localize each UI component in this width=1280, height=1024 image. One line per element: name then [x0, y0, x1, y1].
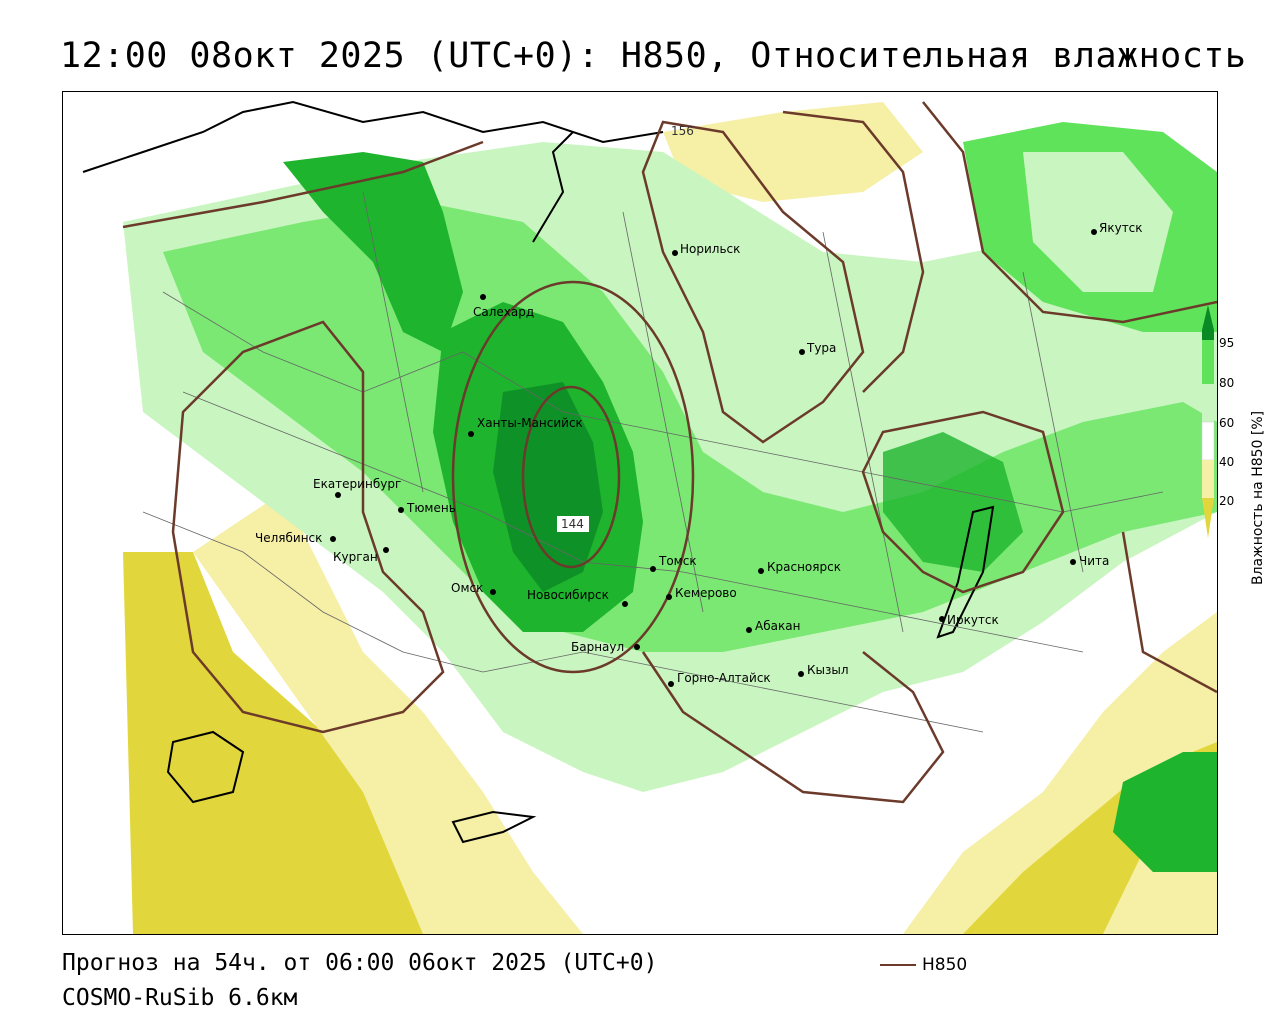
- legend-tick-80: 80: [1219, 376, 1235, 390]
- arctic-coastline: [82, 100, 664, 173]
- city-dot: [668, 681, 674, 687]
- dry-zone-southwest: [123, 552, 423, 934]
- humidity-legend: [1196, 300, 1280, 600]
- map-title: 12:00 08окт 2025 (UTC+0): H850, Относите…: [60, 36, 1247, 76]
- legend-caption: Влажность на H850 [%]: [1250, 410, 1266, 585]
- forecast-info: Прогноз на 54ч. от 06:00 06окт 2025 (UTC…: [62, 950, 658, 976]
- city-label-salekhard: Салехард: [473, 305, 534, 319]
- city-dot: [650, 566, 656, 572]
- city-dot: [468, 431, 474, 437]
- city-dot: [1070, 559, 1076, 565]
- city-dot: [634, 644, 640, 650]
- isoline-legend: H850: [880, 955, 967, 975]
- balkhash-outline: [451, 810, 537, 844]
- city-dot: [798, 671, 804, 677]
- weather-map[interactable]: 156 144 Якутск Норильск Салехард Тура Ха…: [62, 91, 1218, 935]
- city-dot: [480, 294, 486, 300]
- city-label-barnaul: Барнаул: [571, 640, 624, 654]
- contour-label-156: 156: [671, 124, 694, 138]
- yamal-coastline: [532, 131, 574, 243]
- city-dot: [672, 250, 678, 256]
- isoline-label: H850: [922, 955, 968, 975]
- city-label-omsk: Омск: [451, 581, 483, 595]
- legend-tick-20: 20: [1219, 494, 1235, 508]
- model-info: COSMO-RuSib 6.6км: [62, 985, 298, 1011]
- light-dry-zone-southwest: [193, 492, 583, 934]
- wet-band-north: [283, 152, 463, 352]
- city-label-kurgan: Курган: [333, 550, 378, 564]
- city-label-norilsk: Норильск: [680, 242, 740, 256]
- city-label-kyzyl: Кызыл: [807, 663, 849, 677]
- very-wet-core: [493, 382, 603, 592]
- city-label-irkutsk: Иркутск: [947, 613, 999, 627]
- city-label-chita: Чита: [1079, 554, 1109, 568]
- city-label-yakutsk: Якутск: [1099, 221, 1143, 235]
- city-label-tyumen: Тюмень: [406, 501, 456, 515]
- caspian-outline: [166, 730, 245, 804]
- city-label-tomsk: Томск: [658, 554, 697, 568]
- city-label-tura: Тура: [806, 341, 836, 355]
- baikal-outline: [936, 505, 995, 639]
- city-label-gorno-altaysk: Горно-Алтайск: [677, 671, 771, 685]
- city-label-khanty: Ханты-Мансийск: [477, 416, 583, 430]
- city-dot: [383, 547, 389, 553]
- city-dot: [490, 589, 496, 595]
- city-dot: [746, 627, 752, 633]
- city-dot: [939, 616, 945, 622]
- city-label-kemerovo: Кемерово: [675, 586, 737, 600]
- city-dot: [622, 601, 628, 607]
- colorbar-bottom-arrow: [1202, 498, 1214, 538]
- city-label-chelyabinsk: Челябинск: [255, 531, 322, 545]
- legend-tick-40: 40: [1219, 455, 1235, 469]
- city-dot: [330, 536, 336, 542]
- colorbar: [1201, 305, 1215, 538]
- light-moist-northeast: [1023, 152, 1173, 292]
- city-dot: [758, 568, 764, 574]
- colorbar-top-arrow: [1202, 305, 1214, 330]
- legend-tick-95: 95: [1219, 336, 1235, 350]
- legend-tick-60: 60: [1219, 416, 1235, 430]
- city-dot: [1091, 229, 1097, 235]
- city-dot: [398, 507, 404, 513]
- isoline-swatch: [880, 964, 916, 966]
- city-label-abakan: Абакан: [755, 619, 800, 633]
- city-dot: [335, 492, 341, 498]
- map-canvas: 156 144 Якутск Норильск Салехард Тура Ха…: [63, 92, 1217, 934]
- contour-label-144: 144: [561, 517, 584, 531]
- city-markers: Якутск Норильск Салехард Тура Ханты-Манс…: [255, 221, 1143, 687]
- city-label-krasnoyarsk: Красноярск: [767, 560, 841, 574]
- wet-zone-southeast: [1113, 752, 1217, 872]
- h850-isolines: [122, 101, 1217, 804]
- city-dot: [666, 594, 672, 600]
- city-dot: [799, 349, 805, 355]
- light-dry-zone-north: [663, 102, 923, 202]
- city-label-novosibirsk: Новосибирск: [527, 588, 609, 602]
- city-label-ekb: Екатеринбург: [313, 477, 401, 491]
